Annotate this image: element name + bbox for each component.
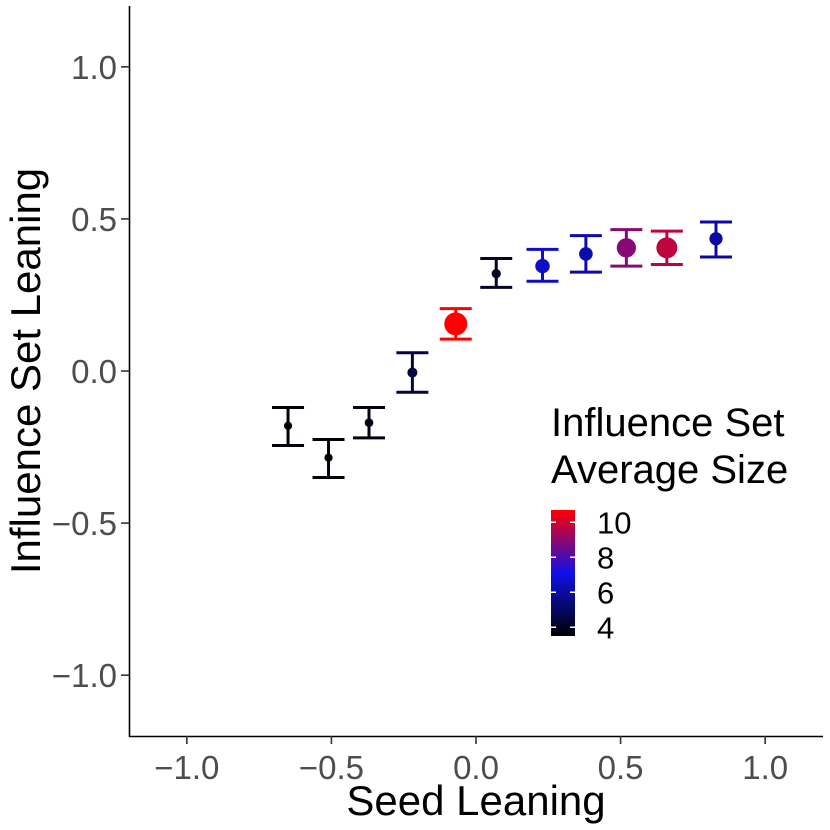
data-point-group bbox=[272, 406, 305, 448]
x-axis-title: Seed Leaning bbox=[346, 777, 605, 824]
data-point bbox=[709, 232, 723, 246]
data-point-group bbox=[480, 256, 513, 289]
data-point-group bbox=[439, 307, 472, 341]
data-point bbox=[364, 418, 374, 428]
data-point-group bbox=[353, 406, 386, 440]
x-tick-label: −0.5 bbox=[299, 749, 364, 786]
x-tick-label: −1.0 bbox=[154, 749, 219, 786]
legend-colorbar bbox=[551, 510, 575, 636]
y-ticks: −1.0 −0.5 0.0 0.5 1.0 bbox=[52, 49, 129, 694]
data-series bbox=[272, 220, 733, 479]
y-tick-label: 1.0 bbox=[71, 49, 117, 86]
colorbar-label: 10 bbox=[597, 505, 631, 540]
data-point-group bbox=[700, 220, 733, 259]
data-point bbox=[656, 237, 678, 259]
colorbar-label: 4 bbox=[597, 610, 614, 645]
colorbar-label: 8 bbox=[597, 540, 614, 575]
y-tick-label: −1.0 bbox=[52, 657, 117, 694]
x-tick-label: 0.5 bbox=[598, 749, 644, 786]
colorbar-label: 6 bbox=[597, 575, 614, 610]
x-tick-label: 0.0 bbox=[453, 749, 499, 786]
y-axis-title: Influence Set Leaning bbox=[2, 168, 49, 574]
x-tick-label: 1.0 bbox=[742, 749, 788, 786]
data-point bbox=[324, 453, 333, 462]
data-point bbox=[535, 258, 550, 274]
data-point-group bbox=[312, 437, 345, 479]
x-ticks: −1.0 −0.5 0.0 0.5 1.0 bbox=[154, 736, 788, 786]
legend-title-line-1: Influence Set bbox=[551, 401, 785, 445]
data-point bbox=[491, 269, 501, 279]
data-point-group bbox=[396, 351, 429, 394]
y-tick-label: 0.5 bbox=[71, 201, 117, 238]
data-point-group bbox=[610, 228, 643, 268]
y-tick-label: 0.0 bbox=[71, 353, 117, 390]
data-point bbox=[579, 247, 593, 261]
data-point bbox=[616, 238, 636, 258]
data-point-group bbox=[569, 234, 602, 274]
data-point-group bbox=[526, 247, 559, 283]
data-point bbox=[283, 421, 293, 430]
data-point-group bbox=[650, 229, 683, 267]
legend-title-line-2: Average Size bbox=[551, 448, 788, 492]
y-tick-label: −0.5 bbox=[52, 505, 117, 542]
data-point bbox=[407, 367, 418, 378]
data-point bbox=[444, 312, 468, 336]
